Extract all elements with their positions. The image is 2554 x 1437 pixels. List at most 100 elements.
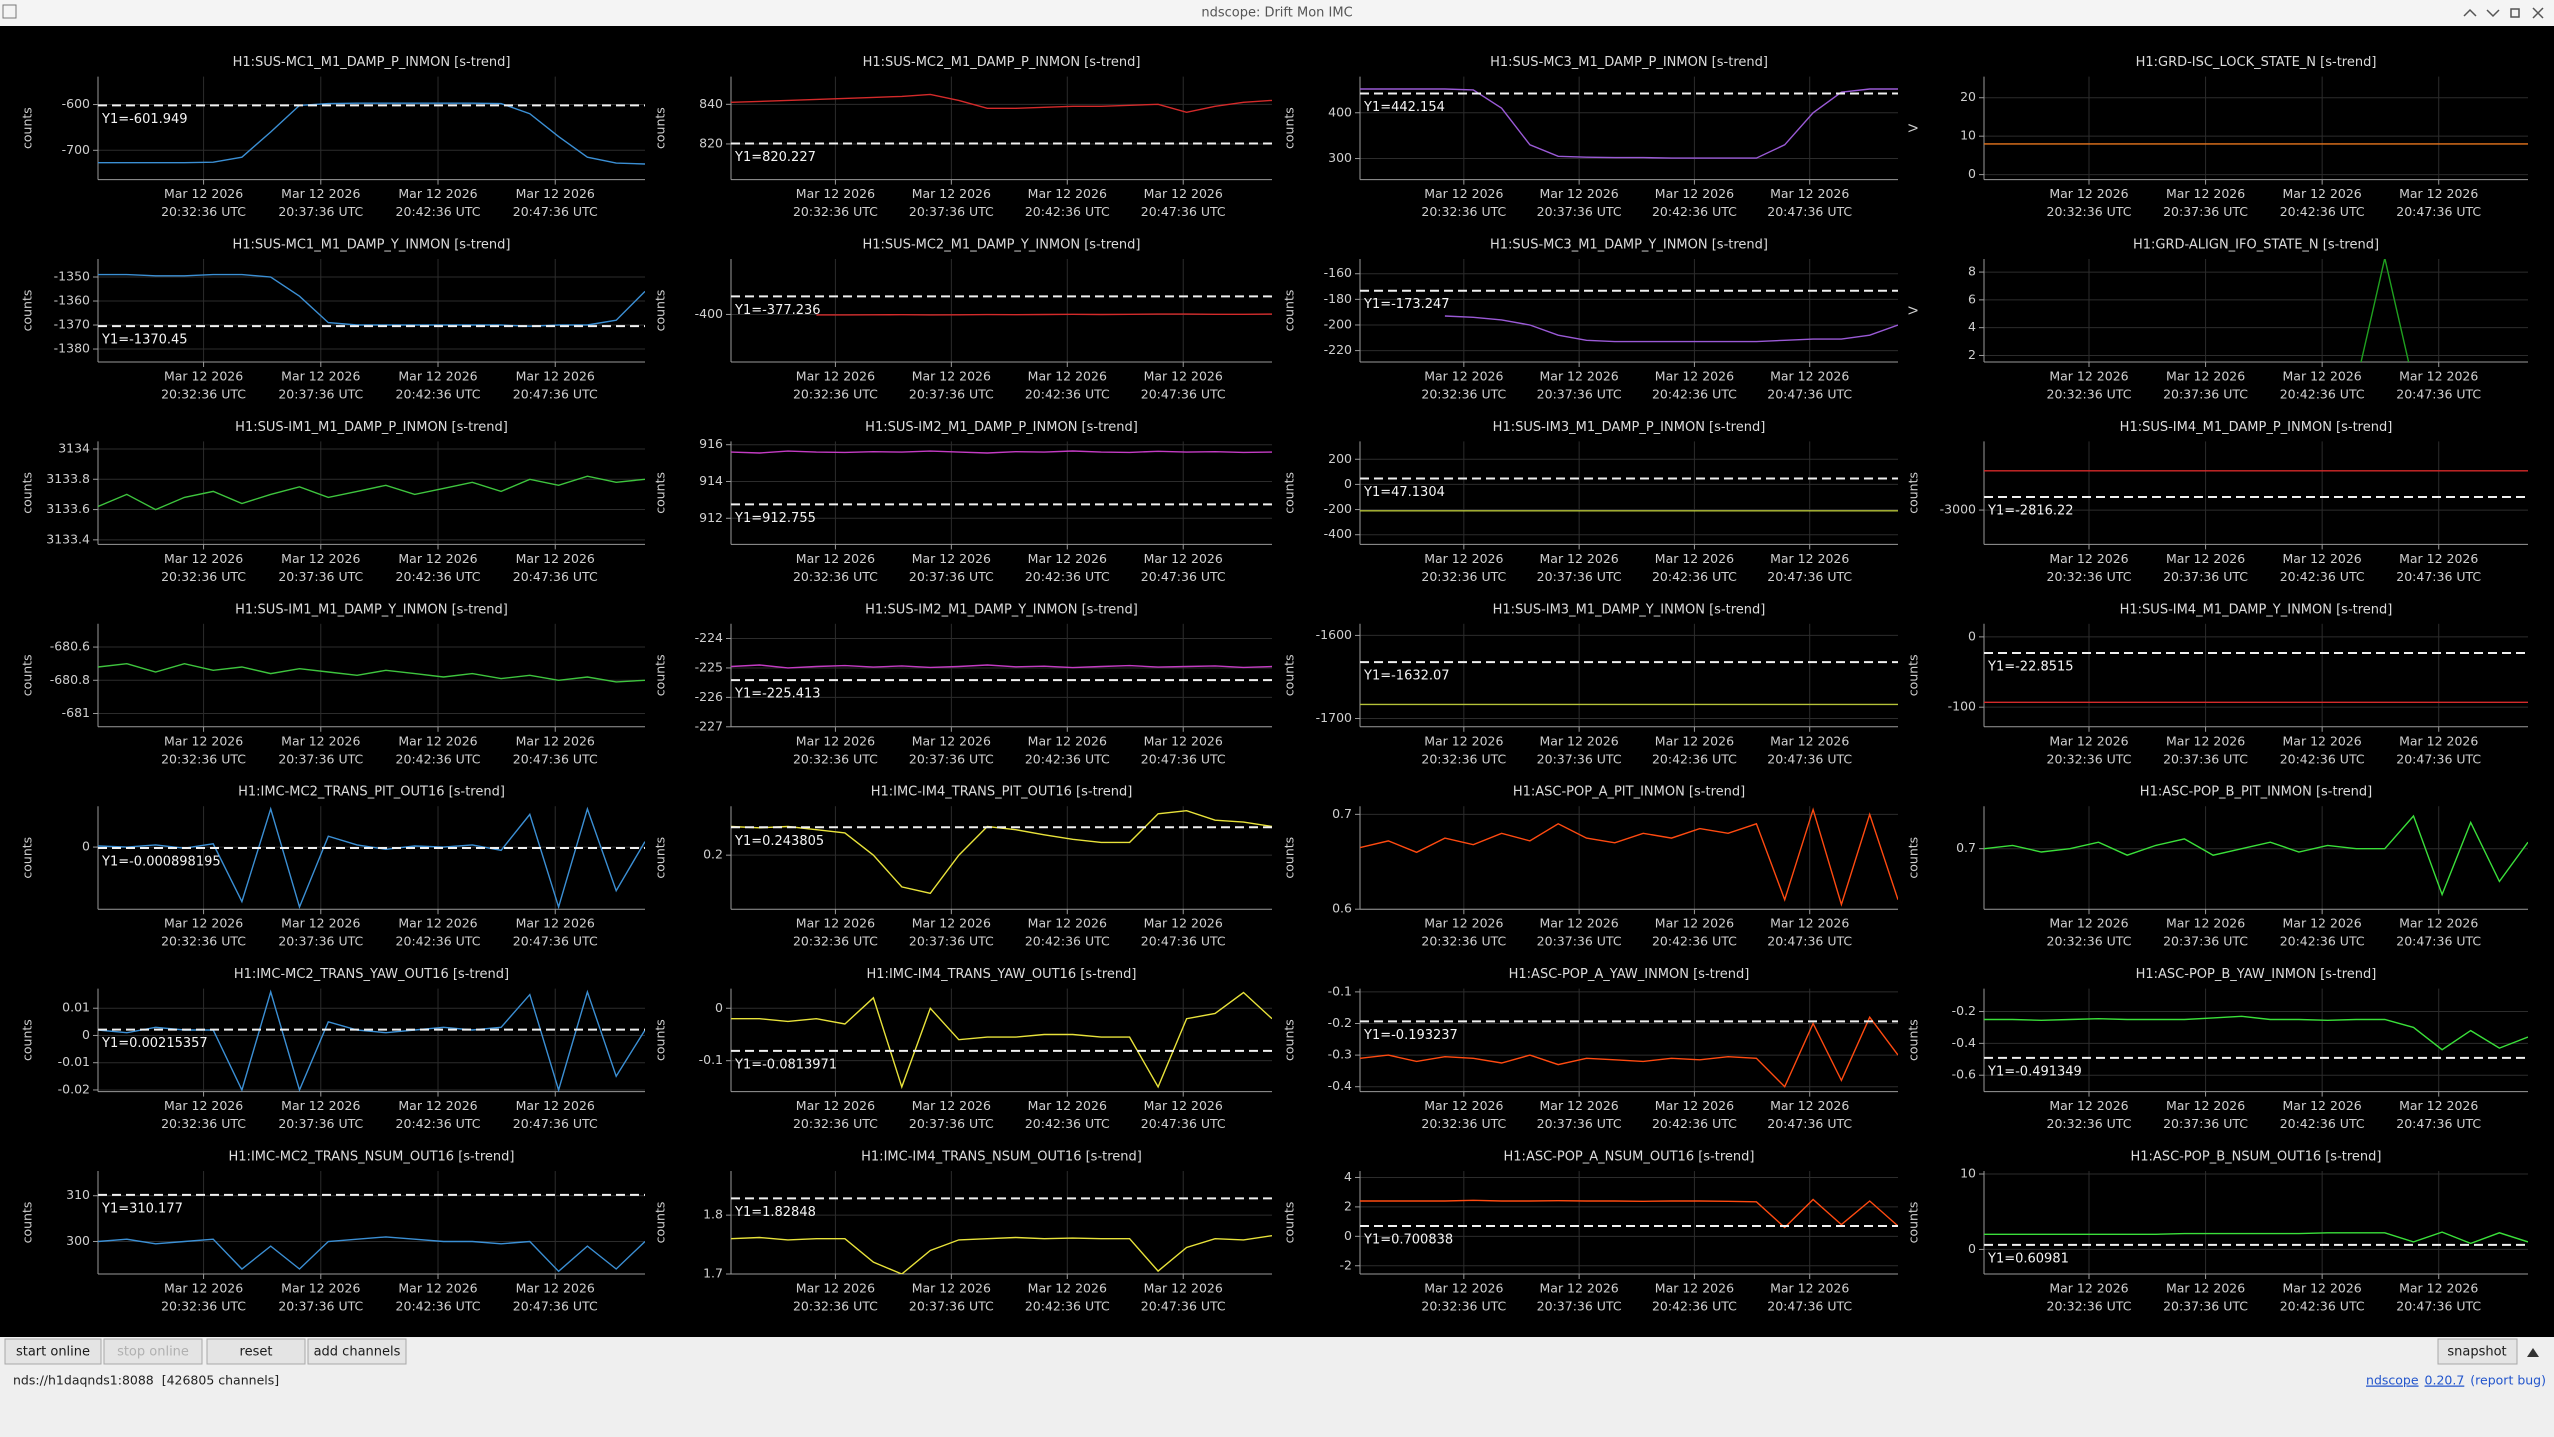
- x-tick-label: Mar 12 2026: [1540, 1098, 1619, 1113]
- window-maximize[interactable]: [2510, 8, 2520, 18]
- x-tick-label: 20:47:36 UTC: [1767, 569, 1852, 584]
- y-tick-label: 2: [1968, 347, 1976, 362]
- plot-panel: H1:IMC-MC2_TRANS_PIT_OUT16 [s-trend] Mar …: [20, 785, 645, 949]
- x-tick-label: 20:37:36 UTC: [278, 387, 363, 402]
- plot-title: H1:ASC-POP_A_PIT_INMON [s-trend]: [1513, 785, 1745, 800]
- y-axis-label: counts: [1906, 654, 1921, 696]
- plot-panel: H1:ASC-POP_B_NSUM_OUT16 [s-trend] Mar 12 …: [1906, 1150, 2528, 1314]
- x-tick-label: 20:32:36 UTC: [161, 387, 246, 402]
- button-label[interactable]: start online: [16, 1345, 90, 1360]
- button-label[interactable]: add channels: [314, 1345, 401, 1360]
- home-link[interactable]: ndscope: [2366, 1373, 2419, 1388]
- x-tick-label: Mar 12 2026: [2283, 1281, 2362, 1296]
- x-tick-label: Mar 12 2026: [281, 916, 360, 931]
- y-tick-label: -1380: [54, 341, 90, 356]
- plot-title: H1:IMC-IM4_TRANS_PIT_OUT16 [s-trend]: [871, 785, 1133, 800]
- x-tick-label: 20:32:36 UTC: [1421, 1116, 1506, 1131]
- y-tick-label: 4: [1968, 319, 1976, 334]
- cursor-label: Y1=47.1304: [1363, 485, 1445, 500]
- button[interactable]: [206, 1338, 306, 1365]
- x-tick-label: 20:47:36 UTC: [2396, 1116, 2481, 1131]
- cursor-label: Y1=-0.193237: [1363, 1028, 1458, 1043]
- x-tick-label: 20:32:36 UTC: [1421, 204, 1506, 219]
- x-tick-label: 20:32:36 UTC: [793, 934, 878, 949]
- y-axis-label: counts: [1282, 107, 1297, 149]
- button[interactable]: [307, 1338, 407, 1365]
- expand-arrow[interactable]: [2527, 1348, 2539, 1357]
- x-tick-label: 20:42:36 UTC: [2280, 1299, 2365, 1314]
- version-link[interactable]: 0.20.7: [2425, 1373, 2465, 1388]
- x-tick-label: 20:42:36 UTC: [2280, 934, 2365, 949]
- x-tick-label: Mar 12 2026: [2049, 369, 2128, 384]
- y-tick-label: 820: [699, 135, 723, 150]
- x-tick-label: Mar 12 2026: [1655, 551, 1734, 566]
- x-tick-label: Mar 12 2026: [164, 916, 243, 931]
- y-tick-label: 0: [1968, 628, 1976, 643]
- x-tick-label: Mar 12 2026: [1655, 1098, 1734, 1113]
- x-tick-label: Mar 12 2026: [796, 551, 875, 566]
- x-tick-label: Mar 12 2026: [1655, 186, 1734, 201]
- plot-title: H1:SUS-MC2_M1_DAMP_P_INMON [s-trend]: [863, 55, 1141, 70]
- y-tick-label: 300: [1328, 150, 1352, 165]
- report-link[interactable]: (report bug): [2470, 1373, 2546, 1388]
- x-tick-label: 20:37:36 UTC: [2163, 387, 2248, 402]
- y-tick-label: -0.3: [1328, 1047, 1352, 1062]
- window-title: ndscope: Drift Mon IMC: [1201, 6, 1352, 21]
- y-tick-label: 400: [1328, 104, 1352, 119]
- y-tick-label: -3000: [1940, 502, 1976, 517]
- x-tick-label: 20:32:36 UTC: [1421, 751, 1506, 766]
- button[interactable]: [4, 1338, 102, 1365]
- x-tick-label: Mar 12 2026: [1540, 733, 1619, 748]
- x-tick-label: 20:32:36 UTC: [2047, 569, 2132, 584]
- plot-panel: H1:SUS-IM1_M1_DAMP_P_INMON [s-trend] Mar …: [20, 420, 645, 584]
- plot-panel: H1:SUS-MC1_M1_DAMP_Y_INMON [s-trend] Mar …: [20, 238, 645, 402]
- x-tick-label: Mar 12 2026: [2166, 733, 2245, 748]
- window-close[interactable]: [2532, 7, 2544, 19]
- x-tick-label: 20:47:36 UTC: [513, 204, 598, 219]
- plot-panel: H1:SUS-IM1_M1_DAMP_Y_INMON [s-trend] Mar …: [20, 602, 645, 766]
- x-tick-label: Mar 12 2026: [516, 551, 595, 566]
- x-tick-label: 20:32:36 UTC: [161, 934, 246, 949]
- y-tick-label: -0.4: [1328, 1078, 1352, 1093]
- trace: [1444, 315, 1898, 343]
- plot-title: H1:GRD-ISC_LOCK_STATE_N [s-trend]: [2136, 55, 2377, 70]
- x-tick-label: Mar 12 2026: [2166, 186, 2245, 201]
- x-tick-label: 20:32:36 UTC: [2047, 934, 2132, 949]
- x-tick-label: Mar 12 2026: [1144, 1281, 1223, 1296]
- x-tick-label: 20:42:36 UTC: [1652, 934, 1737, 949]
- y-tick-label: -0.01: [58, 1054, 90, 1069]
- button-label[interactable]: reset: [240, 1345, 273, 1360]
- plot-title: H1:SUS-IM1_M1_DAMP_P_INMON [s-trend]: [235, 420, 508, 435]
- x-tick-label: 20:42:36 UTC: [396, 751, 481, 766]
- x-tick-label: 20:47:36 UTC: [1767, 1299, 1852, 1314]
- x-tick-label: Mar 12 2026: [912, 551, 991, 566]
- x-tick-label: 20:42:36 UTC: [1652, 569, 1737, 584]
- button-label[interactable]: snapshot: [2447, 1345, 2506, 1360]
- button[interactable]: [2437, 1338, 2518, 1365]
- trace: [1360, 88, 1898, 159]
- y-axis-label: counts: [20, 654, 35, 696]
- y-tick-label: 0: [1968, 1241, 1976, 1256]
- window-minimize[interactable]: [2486, 9, 2500, 18]
- cursor-label: Y1=0.00215357: [101, 1036, 208, 1051]
- cursor-label: Y1=-1370.45: [101, 333, 188, 348]
- y-tick-label: -2: [1340, 1257, 1352, 1272]
- x-tick-label: 20:32:36 UTC: [161, 569, 246, 584]
- cursor-label: Y1=912.755: [734, 511, 816, 526]
- window-shade[interactable]: [2463, 8, 2477, 17]
- trace: [731, 93, 1272, 114]
- x-tick-label: 20:37:36 UTC: [909, 204, 994, 219]
- x-tick-label: 20:32:36 UTC: [793, 751, 878, 766]
- x-tick-label: 20:42:36 UTC: [1025, 1299, 1110, 1314]
- x-tick-label: 20:47:36 UTC: [1141, 569, 1226, 584]
- x-tick-label: 20:42:36 UTC: [2280, 387, 2365, 402]
- x-tick-label: 20:37:36 UTC: [278, 204, 363, 219]
- plot-title: H1:IMC-MC2_TRANS_PIT_OUT16 [s-trend]: [238, 785, 505, 800]
- x-tick-label: Mar 12 2026: [2049, 733, 2128, 748]
- y-tick-label: 0: [715, 1000, 723, 1015]
- x-tick-label: Mar 12 2026: [796, 733, 875, 748]
- x-tick-label: 20:42:36 UTC: [2280, 204, 2365, 219]
- plot-panel: H1:SUS-IM2_M1_DAMP_Y_INMON [s-trend] Mar …: [653, 602, 1272, 766]
- x-tick-label: 20:32:36 UTC: [1421, 934, 1506, 949]
- x-tick-label: 20:42:36 UTC: [1025, 204, 1110, 219]
